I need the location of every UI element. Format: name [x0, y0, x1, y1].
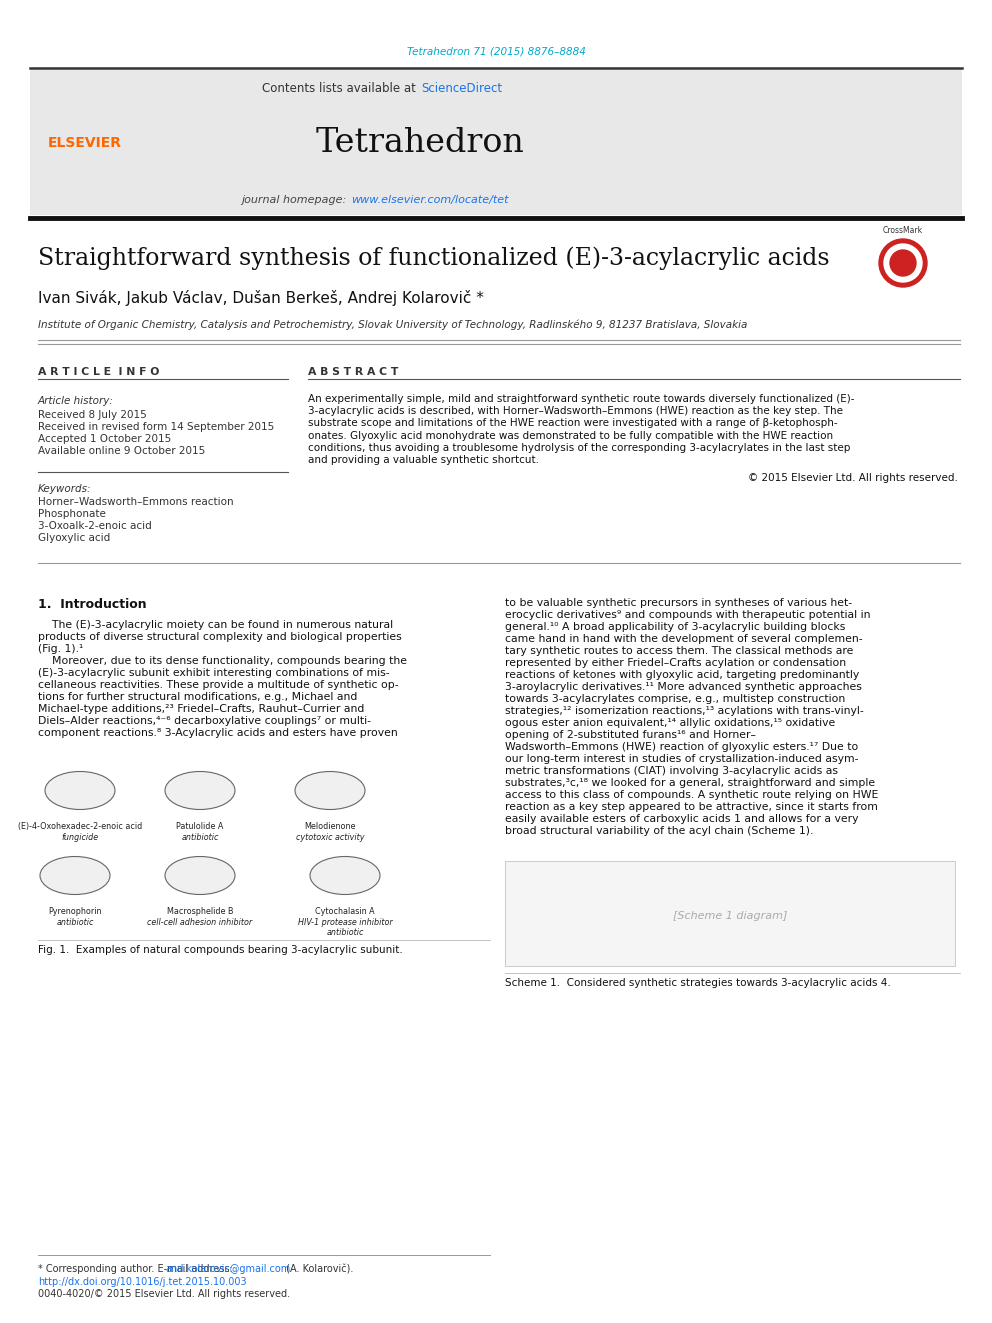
Circle shape	[890, 250, 916, 277]
Text: metric transformations (CIAT) involving 3-acylacrylic acids as: metric transformations (CIAT) involving …	[505, 766, 838, 777]
Text: 1.  Introduction: 1. Introduction	[38, 598, 147, 611]
Text: towards 3-acylacrylates comprise, e.g., multistep construction: towards 3-acylacrylates comprise, e.g., …	[505, 695, 845, 704]
Text: Tetrahedron 71 (2015) 8876–8884: Tetrahedron 71 (2015) 8876–8884	[407, 48, 585, 57]
Text: general.¹⁰ A broad applicability of 3-acylacrylic building blocks: general.¹⁰ A broad applicability of 3-ac…	[505, 622, 845, 632]
Text: Horner–Wadsworth–Emmons reaction: Horner–Wadsworth–Emmons reaction	[38, 497, 234, 507]
Text: 3-acylacrylic acids is described, with Horner–Wadsworth–Emmons (HWE) reaction as: 3-acylacrylic acids is described, with H…	[308, 406, 843, 417]
Text: broad structural variability of the acyl chain (Scheme 1).: broad structural variability of the acyl…	[505, 826, 813, 836]
Text: A B S T R A C T: A B S T R A C T	[308, 366, 399, 377]
Text: A R T I C L E  I N F O: A R T I C L E I N F O	[38, 366, 160, 377]
Text: erocyclic derivatives⁹ and compounds with therapeutic potential in: erocyclic derivatives⁹ and compounds wit…	[505, 610, 871, 620]
Text: ogous ester anion equivalent,¹⁴ allylic oxidations,¹⁵ oxidative: ogous ester anion equivalent,¹⁴ allylic …	[505, 718, 835, 728]
Text: Macrosphelide B: Macrosphelide B	[167, 908, 233, 916]
Text: Melodienone: Melodienone	[305, 822, 356, 831]
Text: cellaneous reactivities. These provide a multitude of synthetic op-: cellaneous reactivities. These provide a…	[38, 680, 399, 691]
Text: Diels–Alder reactions,⁴⁻⁶ decarboxylative couplings⁷ or multi-: Diels–Alder reactions,⁴⁻⁶ decarboxylativ…	[38, 716, 371, 726]
Text: Scheme 1.  Considered synthetic strategies towards 3-acylacrylic acids 4.: Scheme 1. Considered synthetic strategie…	[505, 978, 891, 988]
Text: ELSEVIER: ELSEVIER	[48, 136, 122, 149]
Text: products of diverse structural complexity and biological properties: products of diverse structural complexit…	[38, 632, 402, 642]
Text: represented by either Friedel–Crafts acylation or condensation: represented by either Friedel–Crafts acy…	[505, 658, 846, 668]
Text: An experimentally simple, mild and straightforward synthetic route towards diver: An experimentally simple, mild and strai…	[308, 394, 854, 404]
Text: Ivan Sivák, Jakub Václav, Dušan Berkeš, Andrej Kolarovič *: Ivan Sivák, Jakub Václav, Dušan Berkeš, …	[38, 290, 484, 306]
Text: Received in revised form 14 September 2015: Received in revised form 14 September 20…	[38, 422, 274, 433]
Text: fungicide: fungicide	[62, 833, 98, 841]
Text: © 2015 Elsevier Ltd. All rights reserved.: © 2015 Elsevier Ltd. All rights reserved…	[748, 474, 958, 483]
Text: Cytochalasin A: Cytochalasin A	[315, 908, 375, 916]
Text: reaction as a key step appeared to be attractive, since it starts from: reaction as a key step appeared to be at…	[505, 802, 878, 812]
Text: and.kolarovic@gmail.com: and.kolarovic@gmail.com	[165, 1263, 291, 1274]
Text: Tetrahedron: Tetrahedron	[315, 127, 525, 159]
Ellipse shape	[45, 771, 115, 810]
Text: (E)-4-Oxohexadec-2-enoic acid: (E)-4-Oxohexadec-2-enoic acid	[18, 822, 142, 831]
Text: tions for further structural modifications, e.g., Michael and: tions for further structural modificatio…	[38, 692, 357, 703]
Text: Accepted 1 October 2015: Accepted 1 October 2015	[38, 434, 172, 445]
Text: to be valuable synthetic precursors in syntheses of various het-: to be valuable synthetic precursors in s…	[505, 598, 852, 609]
Text: tary synthetic routes to access them. The classical methods are: tary synthetic routes to access them. Th…	[505, 646, 853, 656]
Text: and providing a valuable synthetic shortcut.: and providing a valuable synthetic short…	[308, 455, 539, 464]
Text: antibiotic: antibiotic	[182, 833, 218, 841]
Text: HIV-1 protease inhibitor: HIV-1 protease inhibitor	[298, 918, 392, 927]
Ellipse shape	[40, 856, 110, 894]
Text: [Scheme 1 diagram]: [Scheme 1 diagram]	[673, 912, 788, 921]
Text: Fig. 1.  Examples of natural compounds bearing 3-acylacrylic subunit.: Fig. 1. Examples of natural compounds be…	[38, 945, 403, 955]
Text: (A. Kolarovič).: (A. Kolarovič).	[283, 1263, 353, 1274]
Ellipse shape	[295, 771, 365, 810]
Text: component reactions.⁸ 3-Acylacrylic acids and esters have proven: component reactions.⁸ 3-Acylacrylic acid…	[38, 728, 398, 738]
Bar	[505, 861, 955, 966]
Text: (Fig. 1).¹: (Fig. 1).¹	[38, 644, 83, 654]
Text: Moreover, due to its dense functionality, compounds bearing the: Moreover, due to its dense functionality…	[38, 656, 407, 665]
Text: Article history:: Article history:	[38, 396, 114, 406]
Text: Michael-type additions,²³ Friedel–Crafts, Rauhut–Currier and: Michael-type additions,²³ Friedel–Crafts…	[38, 704, 364, 714]
Text: Available online 9 October 2015: Available online 9 October 2015	[38, 446, 205, 456]
Text: Institute of Organic Chemistry, Catalysis and Petrochemistry, Slovak University : Institute of Organic Chemistry, Catalysi…	[38, 320, 747, 331]
Text: http://dx.doi.org/10.1016/j.tet.2015.10.003: http://dx.doi.org/10.1016/j.tet.2015.10.…	[38, 1277, 247, 1287]
Text: Straightforward synthesis of functionalized (E)-3-acylacrylic acids: Straightforward synthesis of functionali…	[38, 246, 829, 270]
Text: * Corresponding author. E-mail address:: * Corresponding author. E-mail address:	[38, 1263, 236, 1274]
Text: Keywords:: Keywords:	[38, 484, 91, 493]
Text: Pyrenophorin: Pyrenophorin	[49, 908, 102, 916]
Text: cytotoxic activity: cytotoxic activity	[296, 833, 364, 841]
Text: www.elsevier.com/locate/tet: www.elsevier.com/locate/tet	[351, 194, 509, 205]
Text: Phosphonate: Phosphonate	[38, 509, 106, 519]
Text: ScienceDirect: ScienceDirect	[421, 82, 502, 94]
Text: substrates,³c,¹⁸ we looked for a general, straightforward and simple: substrates,³c,¹⁸ we looked for a general…	[505, 778, 875, 789]
Text: conditions, thus avoiding a troublesome hydrolysis of the corresponding 3-acylac: conditions, thus avoiding a troublesome …	[308, 443, 850, 452]
Text: strategies,¹² isomerization reactions,¹³ acylations with trans-vinyl-: strategies,¹² isomerization reactions,¹³…	[505, 706, 864, 716]
Circle shape	[884, 243, 922, 282]
Text: The (E)-3-acylacrylic moiety can be found in numerous natural: The (E)-3-acylacrylic moiety can be foun…	[38, 620, 393, 630]
Ellipse shape	[310, 856, 380, 894]
Text: 0040-4020/© 2015 Elsevier Ltd. All rights reserved.: 0040-4020/© 2015 Elsevier Ltd. All right…	[38, 1289, 290, 1299]
Text: 3-Oxoalk-2-enoic acid: 3-Oxoalk-2-enoic acid	[38, 521, 152, 531]
Text: CrossMark: CrossMark	[883, 226, 924, 235]
Text: (E)-3-acylacrylic subunit exhibit interesting combinations of mis-: (E)-3-acylacrylic subunit exhibit intere…	[38, 668, 390, 677]
Text: Patulolide A: Patulolide A	[177, 822, 223, 831]
Text: Glyoxylic acid: Glyoxylic acid	[38, 533, 110, 542]
Ellipse shape	[165, 771, 235, 810]
Text: reactions of ketones with glyoxylic acid, targeting predominantly: reactions of ketones with glyoxylic acid…	[505, 669, 859, 680]
Text: antibiotic: antibiotic	[57, 918, 93, 927]
Bar	[30, 70, 962, 216]
Ellipse shape	[165, 856, 235, 894]
Text: easily available esters of carboxylic acids 1 and allows for a very: easily available esters of carboxylic ac…	[505, 814, 858, 824]
Text: opening of 2-substituted furans¹⁶ and Horner–: opening of 2-substituted furans¹⁶ and Ho…	[505, 730, 756, 740]
Text: journal homepage:: journal homepage:	[241, 194, 350, 205]
Text: antibiotic: antibiotic	[326, 927, 364, 937]
Text: Received 8 July 2015: Received 8 July 2015	[38, 410, 147, 419]
Text: our long-term interest in studies of crystallization-induced asym-: our long-term interest in studies of cry…	[505, 754, 858, 763]
Text: 3-aroylacrylic derivatives.¹¹ More advanced synthetic approaches: 3-aroylacrylic derivatives.¹¹ More advan…	[505, 681, 862, 692]
Text: substrate scope and limitations of the HWE reaction were investigated with a ran: substrate scope and limitations of the H…	[308, 418, 837, 429]
Text: access to this class of compounds. A synthetic route relying on HWE: access to this class of compounds. A syn…	[505, 790, 878, 800]
Text: Contents lists available at: Contents lists available at	[262, 82, 420, 94]
Text: onates. Glyoxylic acid monohydrate was demonstrated to be fully compatible with : onates. Glyoxylic acid monohydrate was d…	[308, 430, 833, 441]
Text: cell-cell adhesion inhibitor: cell-cell adhesion inhibitor	[148, 918, 253, 927]
Circle shape	[879, 239, 927, 287]
Text: Wadsworth–Emmons (HWE) reaction of glyoxylic esters.¹⁷ Due to: Wadsworth–Emmons (HWE) reaction of glyox…	[505, 742, 858, 751]
Text: came hand in hand with the development of several complemen-: came hand in hand with the development o…	[505, 634, 863, 644]
